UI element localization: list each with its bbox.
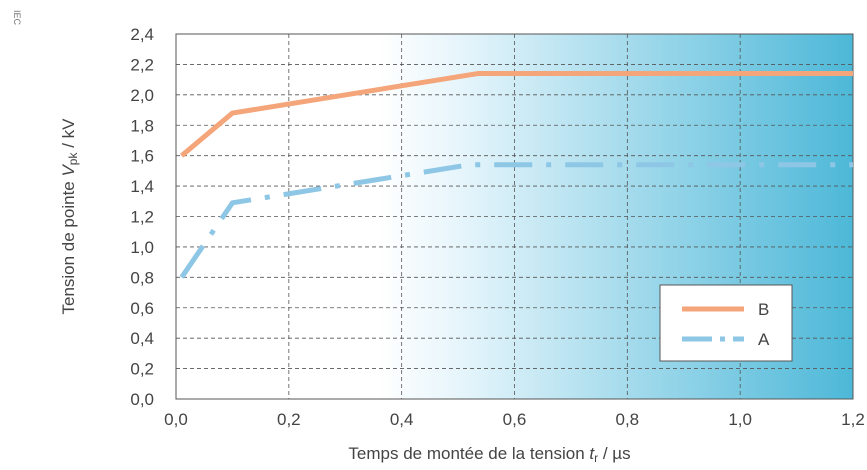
legend-label-b: B [758, 300, 769, 319]
x-tick-label: 0,6 [503, 410, 527, 429]
x-tick-label: 1,0 [728, 410, 752, 429]
iec-watermark: IEC [12, 10, 22, 26]
series-line-a [179, 162, 853, 279]
y-tick-label: 0,2 [130, 360, 154, 379]
y-tick-label: 1,2 [130, 208, 154, 227]
y-tick-label: 1,8 [130, 116, 154, 135]
x-tick-label: 1,2 [841, 410, 865, 429]
y-tick-label: 1,6 [130, 147, 154, 166]
y-tick-label: 0,8 [130, 268, 154, 287]
y-axis-ticks: 0,0 0,2 0,4 0,6 0,8 1,0 1,2 1,4 1,6 1,8 2,0 2,2 2,4 [130, 25, 154, 409]
y-tick-label: 2,2 [130, 55, 154, 74]
x-tick-label: 0,2 [277, 410, 301, 429]
y-tick-label: 2,4 [130, 25, 154, 44]
y-tick-label: 0,4 [130, 329, 154, 348]
plot-border [175, 33, 854, 400]
series-line-b [180, 71, 853, 158]
x-axis-title: Temps de montée de la tension tr / µs [348, 444, 630, 465]
x-tick-label: 0,0 [164, 410, 188, 429]
legend-box [659, 284, 793, 362]
x-tick-label: 0,8 [616, 410, 640, 429]
y-tick-label: 0,0 [130, 390, 154, 409]
x-axis-ticks: 0,0 0,2 0,4 0,6 0,8 1,0 1,2 [164, 410, 865, 429]
y-axis-title: Tension de pointe Vpk / kV [59, 118, 80, 315]
y-tick-label: 2,0 [130, 86, 154, 105]
y-tick-label: 0,6 [130, 299, 154, 318]
y-tick-label: 1,0 [130, 238, 154, 257]
y-tick-label: 1,4 [130, 177, 154, 196]
x-tick-label: 0,4 [390, 410, 414, 429]
legend-label-a: A [758, 330, 770, 349]
legend: BA [659, 284, 793, 362]
series-layer [179, 71, 853, 279]
